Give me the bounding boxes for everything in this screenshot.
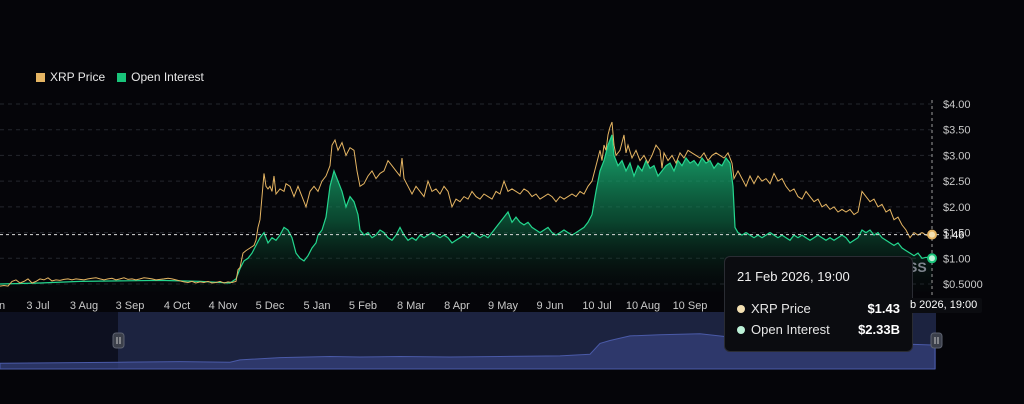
y-tick-label: $4.00 <box>943 99 971 111</box>
crosshair-point-xrp-price <box>927 229 937 240</box>
y-tick-label: $1.50 <box>943 228 971 240</box>
tooltip-value-xrp-price: $1.43 <box>867 301 900 316</box>
x-tick-label: 5 Jan <box>304 300 331 312</box>
tooltip-date: 21 Feb 2026, 19:00 <box>737 269 850 284</box>
x-tick-label: 4 Nov <box>209 300 238 312</box>
tooltip-label-open-interest: Open Interest <box>751 322 830 337</box>
x-axis: n 3 Jul 3 Aug 3 Sep 4 Oct 4 Nov 5 Dec 5 Jan 5 Fe… <box>0 300 707 312</box>
x-tick-label: 10 Aug <box>626 300 660 312</box>
legend-label-open-interest: Open Interest <box>131 70 204 84</box>
crosshair-price-label: 1.46 <box>943 230 964 242</box>
x-tick-label: 9 Jun <box>537 300 564 312</box>
crosshair-point-open-interest <box>927 253 937 264</box>
y-tick-label: $0.5000 <box>943 279 983 291</box>
tooltip-dot-open-interest <box>737 325 745 334</box>
x-tick-label: 4 Oct <box>164 300 190 312</box>
y-tick-label: $2.00 <box>943 202 971 214</box>
legend-item-xrp-price[interactable]: XRP Price <box>36 70 105 84</box>
x-tick-label: 5 Feb <box>349 300 377 312</box>
x-tick-label: n <box>0 300 5 312</box>
grid-lines <box>0 103 936 285</box>
x-tick-label: 10 Jul <box>582 300 611 312</box>
y-tick-label: $2.50 <box>943 176 971 188</box>
tooltip-label-xrp-price: XRP Price <box>751 301 811 316</box>
navigator-handle-right[interactable] <box>930 332 943 349</box>
y-tick-label: $3.50 <box>943 125 971 137</box>
tooltip-row-open-interest: Open Interest $2.33B <box>737 319 900 340</box>
tooltip: 21 Feb 2026, 19:00 XRP Price $1.43 Open … <box>724 256 913 352</box>
x-tick-label: 3 Jul <box>26 300 49 312</box>
open-interest-area <box>0 134 932 292</box>
tooltip-value-open-interest: $2.33B <box>858 322 900 337</box>
crosshair-date-label: b 2026, 19:00 <box>906 298 983 313</box>
navigator-handle-left[interactable] <box>112 332 125 349</box>
x-tick-label: 9 May <box>488 300 518 312</box>
chart-legend: XRP Price Open Interest <box>36 70 204 84</box>
tooltip-row-xrp-price: XRP Price $1.43 <box>737 298 900 319</box>
x-tick-label: 10 Sep <box>673 300 708 312</box>
xrp-price-line <box>0 121 933 287</box>
y-tick-label: $3.00 <box>943 150 971 162</box>
legend-label-xrp-price: XRP Price <box>50 70 106 84</box>
y-axis: $4.00 $3.50 $3.00 $2.50 $2.00 $1.50 $1.00 $0.50… <box>943 99 983 291</box>
legend-swatch-xrp-price <box>36 72 45 82</box>
x-tick-label: 3 Sep <box>116 300 145 312</box>
legend-swatch-open-interest <box>117 72 127 82</box>
y-tick-label: $1.00 <box>943 253 971 265</box>
legend-item-open-interest[interactable]: Open Interest <box>117 70 204 84</box>
x-tick-label: 8 Mar <box>397 300 425 312</box>
x-tick-label: 5 Dec <box>256 300 285 312</box>
tooltip-dot-xrp-price <box>737 304 745 313</box>
x-tick-label: 3 Aug <box>70 300 98 312</box>
x-tick-label: 8 Apr <box>444 300 470 312</box>
crosshair: 1.46 <box>0 100 964 300</box>
